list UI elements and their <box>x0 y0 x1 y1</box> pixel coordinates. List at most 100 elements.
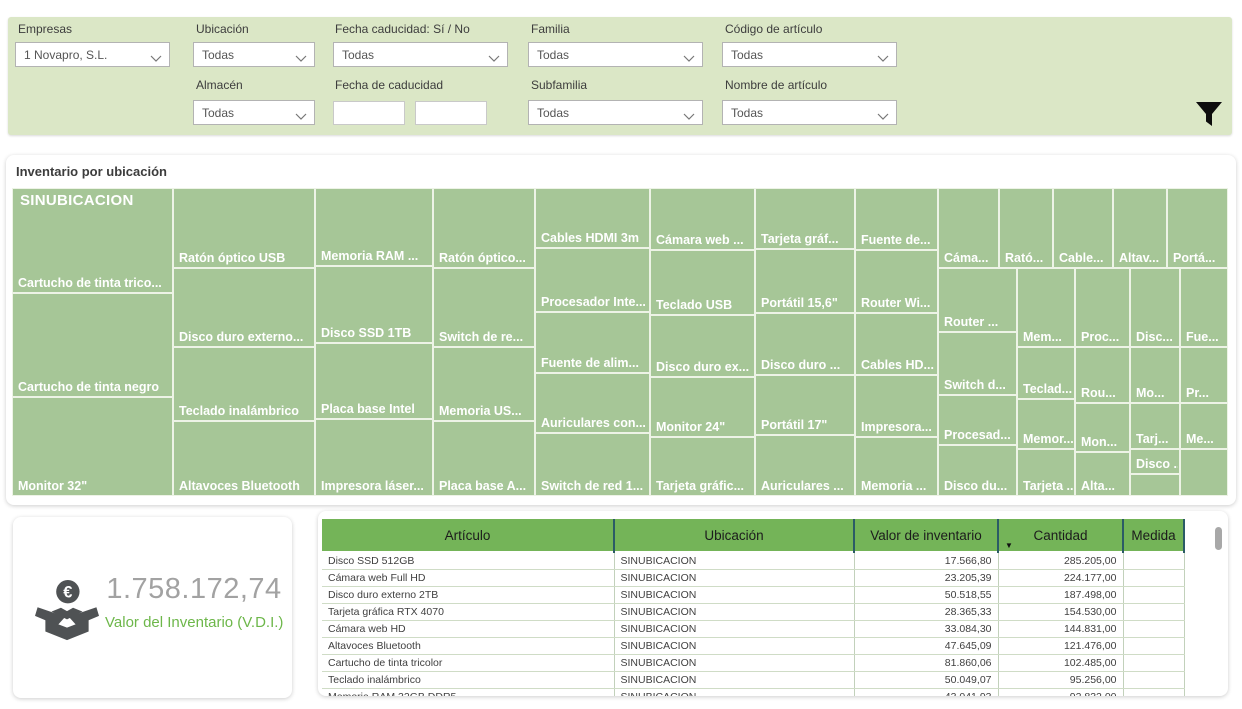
treemap-cell[interactable]: Cables HDMI 3m <box>535 188 650 248</box>
codigo-articulo-dropdown[interactable]: Todas <box>722 42 897 67</box>
treemap-cell[interactable]: Tarjeta ... <box>1017 449 1075 496</box>
chevron-down-icon <box>488 52 500 66</box>
treemap-cell[interactable]: Switch de re... <box>433 268 535 347</box>
treemap-cell[interactable]: Mem... <box>1017 268 1075 347</box>
treemap-cell[interactable]: Memoria RAM ... <box>315 188 433 266</box>
treemap-cell[interactable]: Disco du... <box>938 445 1017 496</box>
treemap-cell[interactable]: Rou... <box>1075 347 1130 403</box>
table-row[interactable]: Memoria RAM 32GB DDR5SINUBICACION43.041,… <box>322 688 1185 696</box>
table-row[interactable]: Cartucho de tinta tricolor SINUBICACION 81… <box>322 654 1185 672</box>
treemap-cell[interactable]: Teclado USB <box>650 250 755 315</box>
treemap-cell[interactable]: Procesad... <box>938 395 1017 445</box>
treemap-cell-label: Teclad... <box>1023 382 1073 396</box>
treemap-cell[interactable]: Impresora láser... <box>315 419 433 496</box>
treemap-cell[interactable]: Fue... <box>1180 268 1228 347</box>
treemap-cell[interactable]: Altavoces Bluetooth <box>173 421 315 496</box>
treemap-cell[interactable]: Me... <box>1180 403 1228 449</box>
treemap-cell[interactable]: Pr... <box>1180 347 1228 403</box>
treemap-cell[interactable]: Disco duro externo... <box>173 268 315 347</box>
treemap-cell[interactable]: Disc... <box>1130 268 1180 347</box>
treemap-cell[interactable]: Cartucho de tinta negro <box>12 293 173 397</box>
column-header[interactable]: Artículo <box>322 519 615 552</box>
treemap-cell[interactable]: Monitor 24" <box>650 377 755 437</box>
treemap-cell[interactable]: Fuente de alim... <box>535 312 650 373</box>
kpi-label: Valor del Inventario (V.D.I.) <box>105 614 284 631</box>
treemap-cell-label: Disco duro ex... <box>656 360 750 374</box>
treemap-cell[interactable]: Tarjeta gráf... <box>755 188 855 249</box>
table-cell: 285.205,00 <box>998 552 1124 570</box>
treemap-cell[interactable]: Cable... <box>1053 188 1113 268</box>
treemap-cell[interactable] <box>1130 474 1180 496</box>
treemap-cell[interactable]: Teclado inalámbrico <box>173 347 315 421</box>
treemap-cell[interactable]: Portátil 15,6" <box>755 249 855 313</box>
treemap-cell[interactable]: Router ... <box>938 268 1017 332</box>
fecha-caducidad-sino-dropdown[interactable]: Todas <box>333 42 508 67</box>
table-cell: Teclado inalámbrico <box>322 671 615 689</box>
column-header[interactable]: Cantidad ▼ <box>998 519 1124 552</box>
table-row[interactable]: Disco SSD 512GB SINUBICACION 17.566,80 285.… <box>322 552 1185 570</box>
table-cell: 28.365,33 <box>854 603 999 621</box>
treemap-cell[interactable]: Portátil 17" <box>755 375 855 435</box>
treemap-cell[interactable]: Disco SSD 1TB <box>315 266 433 343</box>
treemap-cell[interactable]: Memoria ... <box>855 437 938 496</box>
empresas-dropdown[interactable]: 1 Novapro, S.L. <box>15 42 170 67</box>
treemap-cell-label: Memor... <box>1023 432 1073 446</box>
table-row[interactable]: Cámara web HD SINUBICACION 33.084,30 144.83… <box>322 620 1185 638</box>
treemap-cell[interactable]: Ratón óptico USB <box>173 188 315 268</box>
treemap-cell[interactable]: Placa base Intel <box>315 343 433 419</box>
treemap-cell[interactable]: Auriculares con... <box>535 373 650 433</box>
treemap-cell[interactable]: Teclad... <box>1017 347 1075 399</box>
treemap-cell[interactable]: Portá... <box>1167 188 1228 268</box>
treemap-cell[interactable]: Memoria US... <box>433 347 535 421</box>
treemap-cell[interactable]: Placa base A... <box>433 421 535 496</box>
table-cell: 81.860,06 <box>854 654 999 672</box>
treemap-cell[interactable]: Mon... <box>1075 403 1130 452</box>
nombre-articulo-dropdown[interactable]: Todas <box>722 100 897 125</box>
ubicacion-dropdown[interactable]: Todas <box>193 42 315 67</box>
treemap-cell[interactable]: Impresora... <box>855 375 938 437</box>
column-header[interactable]: Ubicación <box>614 519 855 552</box>
treemap-cell-label: Cámara web ... <box>656 233 744 247</box>
almacen-dropdown[interactable]: Todas <box>193 100 315 125</box>
table-row[interactable]: Teclado inalámbrico SINUBICACION 50.049,07… <box>322 671 1185 689</box>
column-header[interactable]: Medida <box>1123 519 1185 552</box>
treemap-cell-label: Disco du... <box>944 479 1008 493</box>
treemap-cell[interactable]: Cáma... <box>938 188 999 268</box>
treemap-cell[interactable]: Cartucho de tinta trico... <box>12 188 173 293</box>
treemap-cell[interactable]: Switch de red 1... <box>535 433 650 496</box>
treemap-cell[interactable]: Router Wi... <box>855 250 938 313</box>
treemap-cell[interactable]: Disco duro ex... <box>650 315 755 377</box>
treemap-cell[interactable]: Proc... <box>1075 268 1130 347</box>
table-row[interactable]: Altavoces Bluetooth SINUBICACION 47.645,09… <box>322 637 1185 655</box>
treemap-cell[interactable]: Switch d... <box>938 332 1017 395</box>
table-row[interactable]: Tarjeta gráfica RTX 4070 SINUBICACION 28.3… <box>322 603 1185 621</box>
treemap-cell[interactable]: Mo... <box>1130 347 1180 403</box>
treemap-cell[interactable]: Ratón óptico... <box>433 188 535 268</box>
treemap-cell[interactable]: Memor... <box>1017 399 1075 449</box>
sort-descending-icon: ▼ <box>1005 541 1013 550</box>
treemap-cell[interactable]: Disco ... <box>1130 449 1180 474</box>
familia-dropdown[interactable]: Todas <box>528 42 703 67</box>
column-header[interactable]: Valor de inventario <box>854 519 999 552</box>
treemap-cell[interactable]: Rató... <box>999 188 1053 268</box>
treemap-card: Inventario por ubicación Cartucho de tin… <box>6 155 1236 505</box>
treemap-cell[interactable]: Fuente de... <box>855 188 938 250</box>
table-scrollbar-thumb[interactable] <box>1215 527 1222 550</box>
fecha-caducidad-hasta-input[interactable] <box>415 101 487 125</box>
treemap-cell[interactable]: Auriculares ... <box>755 435 855 496</box>
fecha-caducidad-desde-input[interactable] <box>333 101 405 125</box>
treemap-cell[interactable]: Tarjeta gráfic... <box>650 437 755 496</box>
treemap-cell[interactable] <box>1180 449 1228 496</box>
table-row[interactable]: Cámara web Full HD SINUBICACION 23.205,39 2… <box>322 569 1185 587</box>
treemap-cell[interactable]: Procesador Inte... <box>535 248 650 312</box>
table-row[interactable]: Disco duro externo 2TB SINUBICACION 50.518… <box>322 586 1185 604</box>
funnel-icon[interactable] <box>1194 99 1224 129</box>
subfamilia-dropdown[interactable]: Todas <box>528 100 703 125</box>
treemap-cell[interactable]: Monitor 32" <box>12 397 173 496</box>
treemap-cell[interactable]: Disco duro ... <box>755 313 855 375</box>
treemap-cell[interactable]: Alta... <box>1075 452 1130 496</box>
treemap-cell[interactable]: Cámara web ... <box>650 188 755 250</box>
treemap-cell[interactable]: Altav... <box>1113 188 1167 268</box>
treemap-cell[interactable]: Cables HD... <box>855 313 938 375</box>
treemap-cell[interactable]: Tarj... <box>1130 403 1180 449</box>
